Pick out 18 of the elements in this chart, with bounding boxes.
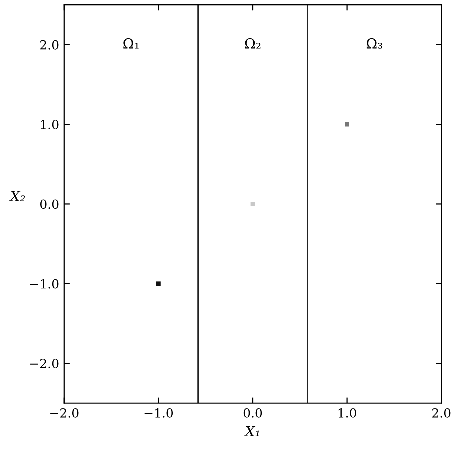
y-tick-label: 1.0 xyxy=(41,120,59,130)
y-tick-label: 0.0 xyxy=(40,200,59,210)
y-axis-title: X₂ xyxy=(9,191,26,202)
annotation: Ω₂ xyxy=(245,38,261,49)
x-tick-label: −1.0 xyxy=(144,408,174,418)
x-tick-label: 0.0 xyxy=(244,408,262,418)
y-tick-label: −1.0 xyxy=(30,279,59,289)
x-tick-label: 2.0 xyxy=(432,408,451,418)
x-tick-label: 1.0 xyxy=(338,408,356,418)
point xyxy=(156,282,161,286)
y-tick-label: 2.0 xyxy=(40,40,59,50)
annotation: Ω₁ xyxy=(124,38,139,49)
point xyxy=(345,122,350,127)
point xyxy=(250,202,256,206)
x-tick-label: −2.0 xyxy=(50,408,79,418)
annotation: Ω₃ xyxy=(366,38,382,49)
x-axis-title: X₁ xyxy=(244,426,260,436)
y-tick-label: −2.0 xyxy=(30,359,59,368)
